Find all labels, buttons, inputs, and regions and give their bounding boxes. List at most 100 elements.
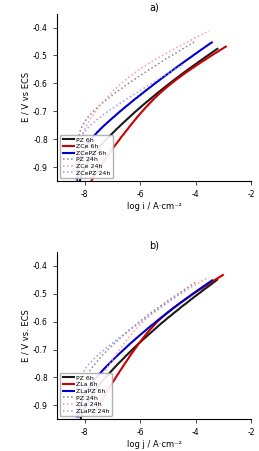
Legend: PZ 6h, ZLa 6h, ZLaPZ 6h, PZ 24h, ZLa 24h, ZLaPZ 24h: PZ 6h, ZLa 6h, ZLaPZ 6h, PZ 24h, ZLa 24h… — [60, 373, 112, 416]
PZ 6h — [213, 48, 216, 54]
PZ 24h — [172, 294, 175, 299]
ZCe 6h — [147, 101, 150, 107]
ZLa 6h — [142, 335, 145, 341]
ZLa 6h — [93, 410, 97, 415]
ZLaPZ 6h — [180, 299, 183, 305]
ZCePZ 6h — [205, 44, 208, 49]
Line: ZLaPZ 24h: ZLaPZ 24h — [76, 289, 187, 418]
Line: PZ 6h: PZ 6h — [81, 280, 217, 419]
ZCePZ 6h — [76, 168, 79, 174]
ZCePZ 6h — [105, 121, 108, 126]
ZCePZ 24h — [75, 178, 78, 184]
ZLaPZ 24h — [185, 286, 189, 292]
PZ 6h — [160, 320, 163, 326]
X-axis label: log i / A·cm⁻²: log i / A·cm⁻² — [127, 202, 182, 211]
Title: a): a) — [149, 3, 159, 13]
PZ 24h — [194, 39, 197, 44]
PZ 6h — [90, 154, 93, 159]
ZCePZ 24h — [75, 153, 78, 159]
ZLaPZ 6h — [159, 316, 162, 321]
ZCePZ 24h — [151, 80, 154, 86]
PZ 24h — [83, 376, 87, 382]
PZ 6h — [98, 144, 101, 150]
ZCePZ 6h — [163, 74, 166, 79]
ZLaPZ 24h — [88, 360, 91, 366]
PZ 6h — [117, 361, 120, 366]
PZ 6h — [89, 394, 92, 399]
Line: PZ 24h: PZ 24h — [76, 41, 195, 171]
ZLa 24h — [95, 382, 98, 388]
ZLa 6h — [221, 272, 225, 278]
ZCe 24h — [76, 163, 79, 168]
Line: ZCe 24h: ZCe 24h — [77, 31, 209, 169]
ZLa 6h — [125, 358, 128, 364]
X-axis label: log j / A·cm⁻²: log j / A·cm⁻² — [127, 440, 182, 449]
ZCe 24h — [101, 100, 104, 105]
ZLa 6h — [171, 306, 174, 311]
ZLaPZ 6h — [110, 359, 113, 364]
PZ 6h — [78, 179, 81, 184]
ZLa 24h — [100, 373, 104, 378]
PZ 24h — [75, 169, 78, 174]
PZ 24h — [80, 385, 83, 390]
Line: ZCePZ 6h: ZCePZ 6h — [77, 42, 212, 180]
Line: PZ 24h: PZ 24h — [77, 282, 196, 413]
Line: ZLa 6h: ZLa 6h — [95, 275, 223, 413]
ZCePZ 24h — [183, 61, 186, 66]
ZLa 24h — [203, 277, 206, 282]
PZ 24h — [110, 93, 113, 98]
ZLaPZ 24h — [75, 415, 78, 421]
ZCePZ 24h — [89, 123, 92, 128]
ZCePZ 6h — [126, 102, 129, 108]
ZCePZ 24h — [92, 120, 95, 125]
ZCePZ 6h — [75, 177, 78, 183]
PZ 24h — [194, 280, 197, 285]
PZ 6h — [208, 283, 211, 288]
ZLaPZ 24h — [178, 291, 181, 297]
ZCe 6h — [125, 128, 128, 133]
ZCe 24h — [182, 41, 185, 47]
PZ 6h — [216, 46, 219, 51]
ZLaPZ 24h — [177, 293, 180, 298]
ZCe 24h — [75, 166, 78, 171]
PZ 24h — [147, 312, 150, 317]
Y-axis label: E / V vs ECS: E / V vs ECS — [21, 72, 30, 123]
ZCePZ 24h — [162, 74, 165, 79]
ZCe 6h — [184, 70, 187, 76]
ZCe 6h — [90, 179, 93, 184]
ZCe 24h — [103, 98, 106, 104]
ZCe 6h — [224, 44, 227, 49]
PZ 24h — [169, 53, 172, 59]
Line: ZLaPZ 6h: ZLaPZ 6h — [78, 281, 212, 417]
Line: ZLa 24h: ZLa 24h — [85, 277, 209, 410]
PZ 24h — [76, 410, 79, 415]
ZLa 6h — [128, 354, 131, 359]
PZ 6h — [142, 336, 146, 341]
Line: ZCePZ 24h: ZCePZ 24h — [76, 64, 184, 181]
PZ 24h — [77, 135, 80, 141]
ZCePZ 6h — [210, 40, 213, 45]
ZLaPZ 24h — [75, 397, 78, 402]
PZ 24h — [137, 319, 140, 325]
ZLa 24h — [127, 336, 130, 341]
PZ 6h — [79, 417, 82, 422]
PZ 6h — [158, 89, 161, 94]
Legend: PZ 6h, ZCe 6h, ZCePZ 6h, PZ 24h, ZCe 24h, ZCePZ 24h: PZ 6h, ZCe 6h, ZCePZ 6h, PZ 24h, ZCe 24h… — [60, 135, 113, 178]
Line: PZ 6h: PZ 6h — [80, 49, 217, 181]
ZLaPZ 6h — [77, 414, 80, 419]
ZLa 6h — [98, 401, 102, 406]
ZLaPZ 24h — [75, 412, 78, 417]
ZLa 24h — [143, 317, 146, 322]
Y-axis label: E / V vs. ECS: E / V vs. ECS — [21, 309, 30, 362]
ZCePZ 24h — [75, 177, 78, 183]
Line: ZCe 6h: ZCe 6h — [91, 46, 226, 181]
ZLa 24h — [176, 293, 179, 298]
ZLa 24h — [83, 407, 87, 412]
ZLaPZ 6h — [172, 306, 175, 311]
ZLaPZ 6h — [178, 301, 181, 306]
PZ 24h — [120, 334, 123, 340]
ZCe 6h — [222, 46, 225, 51]
ZLaPZ 6h — [114, 355, 117, 360]
ZLaPZ 24h — [170, 297, 173, 302]
ZCe 24h — [88, 117, 91, 123]
